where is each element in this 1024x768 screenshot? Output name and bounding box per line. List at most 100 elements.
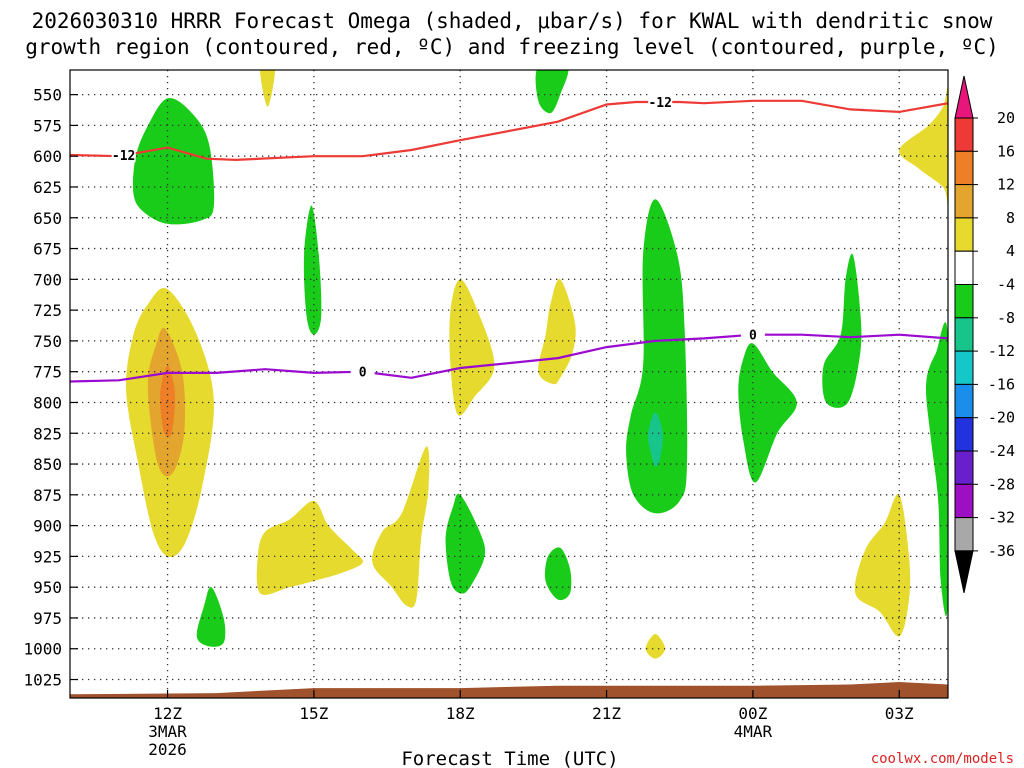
omega-region-19: [196, 586, 226, 647]
y-tick-label: 750: [33, 332, 62, 351]
colorbar-swatch: [954, 450, 974, 485]
frz-label-1: 0: [359, 366, 367, 381]
dendritic-growth-contour: [70, 99, 948, 162]
x-tick-date-label: 4MAR: [734, 722, 773, 741]
x-tick-label: 12Z: [153, 704, 182, 723]
colorbar-swatch: [954, 517, 974, 552]
x-tick-label: 03Z: [885, 704, 914, 723]
y-tick-label: 675: [33, 240, 62, 259]
y-tick-label: 700: [33, 270, 62, 289]
colorbar-tick-label: -36: [988, 542, 1015, 560]
colorbar-tick-label: -28: [988, 475, 1015, 493]
colorbar-tick-label: 12: [997, 176, 1015, 194]
x-tick-label: 18Z: [446, 704, 475, 723]
colorbar-tick-label: -32: [988, 509, 1015, 527]
y-tick-label: 800: [33, 393, 62, 412]
y-tick-label: 925: [33, 547, 62, 566]
chart-title-line-2: growth region (contoured, red, ºC) and f…: [25, 35, 999, 59]
omega-region-18: [544, 547, 572, 601]
y-tick-label: 850: [33, 455, 62, 474]
y-tick-label: 550: [33, 86, 62, 105]
frz-label-2: 0: [749, 329, 757, 344]
colorbar-swatch: [954, 350, 974, 385]
omega-region-13: [449, 279, 495, 416]
omega-region-4: [303, 205, 322, 335]
colorbar-swatch: [954, 317, 974, 352]
y-tick-label: 950: [33, 578, 62, 597]
x-tick-date-label: 3MAR: [148, 722, 187, 741]
credit-text: coolwx.com/models: [871, 751, 1014, 767]
omega-region-6: [647, 412, 663, 467]
colorbar-swatch: [954, 250, 974, 285]
omega-shading: [126, 70, 948, 659]
terrain-surface: [70, 682, 948, 698]
y-axis: 550 575 600 625 650 675 700 725 750 775 800 825 850 8…: [23, 86, 78, 690]
y-tick-label: 775: [33, 363, 62, 382]
x-tick-label: 21Z: [592, 704, 621, 723]
y-tick-label: 825: [33, 424, 62, 443]
colorbar-tick-label: -12: [988, 342, 1015, 360]
colorbar-tick-label: -4: [997, 276, 1015, 294]
colorbar-tick-label: -16: [988, 375, 1015, 393]
colorbar: 20 16 12 8 4 -4 -8 -12 -16 -20 -24 -28 -32 -36: [954, 75, 1015, 594]
omega-region-3: [899, 87, 948, 205]
y-tick-label: 575: [33, 116, 62, 135]
colorbar-swatch: [954, 184, 974, 219]
colorbar-tick-label: -24: [988, 442, 1015, 460]
omega-region-17: [445, 493, 486, 594]
omega-region-21: [854, 494, 911, 637]
colorbar-swatch: [954, 217, 974, 252]
omega-region-9: [925, 322, 948, 617]
omega-region-16: [256, 500, 363, 595]
y-tick-label: 900: [33, 517, 62, 536]
omega-region-2: [535, 70, 569, 114]
chart-title-line-1: 2026030310 HRRR Forecast Omega (shaded, …: [32, 9, 993, 33]
omega-region-5: [626, 199, 688, 514]
frz-label-1-bg: [350, 363, 375, 379]
colorbar-tick-label: -8: [997, 309, 1015, 327]
omega-region-7: [738, 343, 797, 483]
x-tick-year-label: 2026: [148, 740, 187, 759]
omega-region-15: [372, 446, 430, 608]
x-tick-label: 15Z: [299, 704, 328, 723]
y-tick-label: 625: [33, 178, 62, 197]
y-tick-label: 1025: [23, 671, 62, 690]
colorbar-tick-label: 20: [997, 109, 1015, 127]
dgz-label-1: -12: [112, 149, 135, 164]
omega-region-14: [538, 278, 576, 385]
plot-area: -12 -12 0 0: [70, 70, 948, 698]
colorbar-swatch: [954, 417, 974, 452]
dgz-label-1-bg: [111, 146, 136, 162]
frz-label-2-bg: [740, 326, 765, 342]
y-tick-label: 1000: [23, 640, 62, 659]
colorbar-tick-label: -20: [988, 409, 1015, 427]
colorbar-tick-label: 4: [1006, 242, 1015, 260]
omega-region-8: [822, 253, 862, 408]
colorbar-swatch: [954, 483, 974, 519]
contour-labels: -12 -12 0 0: [111, 94, 765, 381]
y-tick-label: 875: [33, 486, 62, 505]
dotted-grid: [70, 70, 948, 698]
x-tick-label: 00Z: [738, 704, 767, 723]
freezing-level-contour: [70, 333, 948, 383]
x-axis-label: Forecast Time (UTC): [401, 748, 618, 768]
plot-frame: [69, 69, 949, 699]
colorbar-swatch: [954, 150, 974, 186]
colorbar-swatch: [954, 117, 974, 152]
y-tick-label: 650: [33, 209, 62, 228]
omega-region-0: [260, 70, 276, 107]
dgz-label-2: -12: [648, 96, 671, 111]
y-tick-label: 975: [33, 609, 62, 628]
colorbar-tick-label: 8: [1006, 209, 1015, 227]
colorbar-swatch: [954, 383, 974, 419]
dgz-label-2-bg: [648, 94, 673, 110]
omega-region-20: [645, 634, 666, 659]
y-tick-label: 725: [33, 301, 62, 320]
omega-region-1: [132, 98, 215, 225]
colorbar-bottom-arrow: [954, 550, 974, 594]
colorbar-swatch: [954, 284, 974, 319]
colorbar-tick-label: 16: [997, 142, 1015, 160]
y-tick-label: 600: [33, 147, 62, 166]
